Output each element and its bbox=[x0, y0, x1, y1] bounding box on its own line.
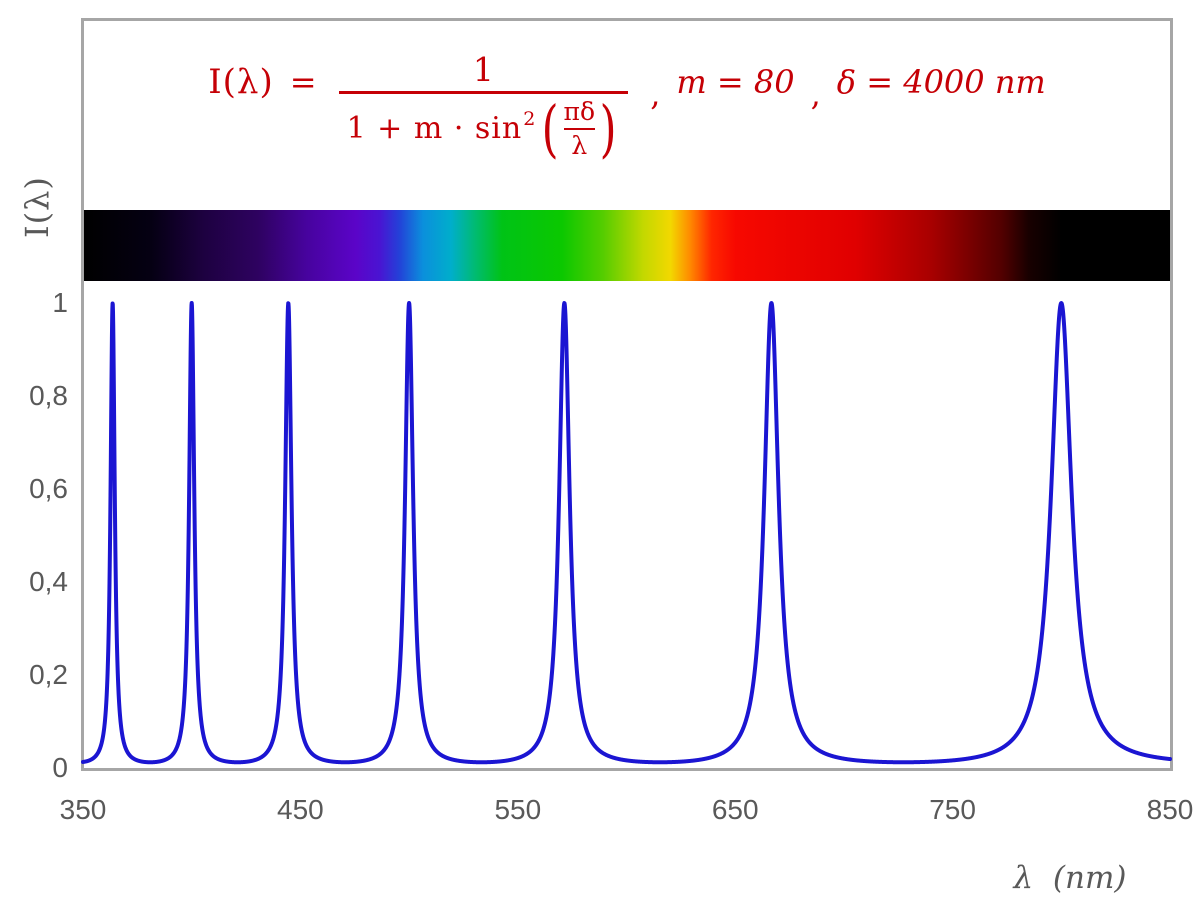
formula-comma-1: , bbox=[650, 75, 661, 113]
inner-fraction: πδ λ bbox=[563, 97, 596, 160]
close-paren: ) bbox=[599, 91, 617, 165]
x-tick-label: 750 bbox=[929, 794, 976, 825]
sin-exponent: 2 bbox=[523, 107, 536, 130]
formula-param-m: m = 80 bbox=[676, 63, 795, 101]
formula-fraction: 1 1 + m · sin 2 ( πδ λ ) bbox=[338, 49, 629, 162]
y-tick-label: 0,6 bbox=[29, 473, 68, 504]
fraction-denominator: 1 + m · sin 2 ( πδ λ ) bbox=[339, 96, 629, 161]
formula-param-delta: δ = 4000 nm bbox=[836, 63, 1046, 101]
formula-equals-sign: = bbox=[289, 63, 317, 101]
x-tick-label: 450 bbox=[277, 794, 324, 825]
open-paren: ( bbox=[541, 91, 559, 165]
x-tick-label: 550 bbox=[494, 794, 542, 825]
x-tick-label: 650 bbox=[711, 794, 759, 825]
fraction-numerator: 1 bbox=[472, 49, 494, 89]
denominator-text: 1 + m · sin bbox=[346, 111, 523, 147]
inner-fraction-bar bbox=[563, 127, 596, 130]
x-tick-label: 350 bbox=[59, 794, 107, 825]
formula: I(λ) = 1 1 + m · sin 2 ( πδ λ ) , m = 80 … bbox=[84, 26, 1170, 186]
y-tick-label: 1 bbox=[52, 287, 68, 318]
fraction-bar bbox=[338, 91, 629, 95]
formula-comma-2: , bbox=[810, 75, 821, 113]
inner-fraction-denominator: λ bbox=[571, 130, 588, 160]
spectrum-bar bbox=[84, 210, 1170, 281]
formula-lhs: I(λ) bbox=[208, 62, 274, 102]
x-axis-title: λ (nm) bbox=[1013, 860, 1127, 896]
inner-fraction-numerator: πδ bbox=[563, 97, 596, 127]
y-axis-title: I(λ) bbox=[18, 176, 56, 238]
y-tick-label: 0 bbox=[52, 752, 68, 783]
x-tick-label: 850 bbox=[1146, 794, 1194, 825]
y-tick-label: 0,4 bbox=[29, 566, 68, 597]
y-tick-label: 0,2 bbox=[29, 659, 68, 690]
y-tick-label: 0,8 bbox=[29, 380, 68, 411]
